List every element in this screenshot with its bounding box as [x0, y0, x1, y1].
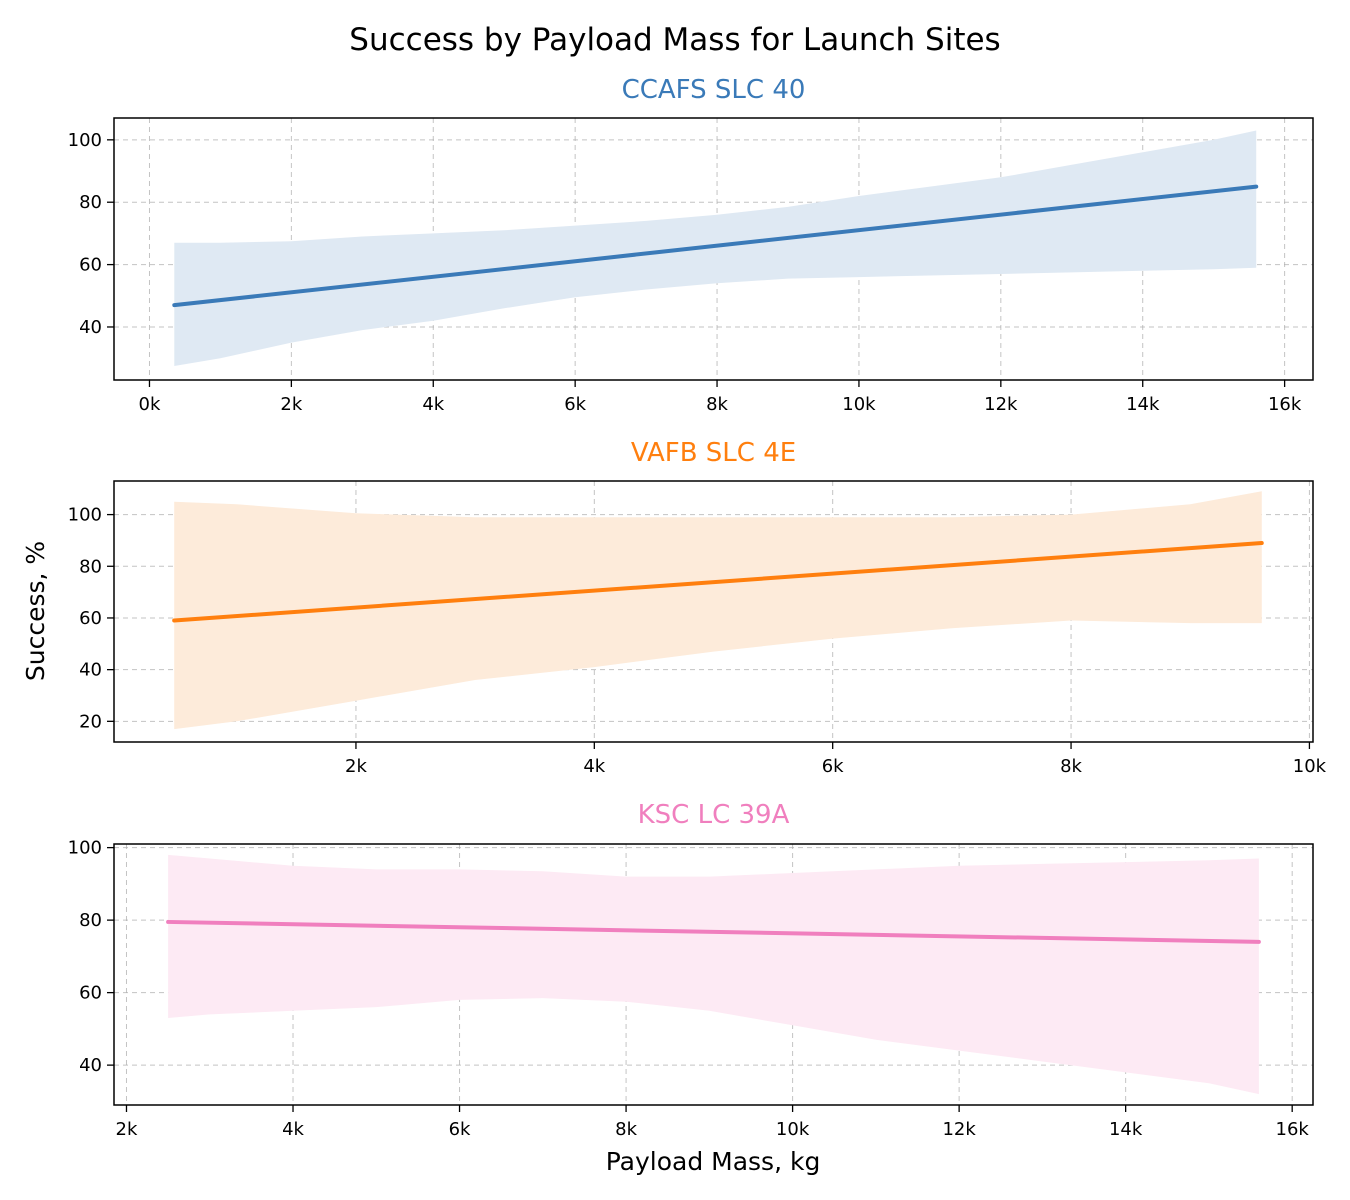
y-tick-label: 40: [79, 1055, 102, 1076]
panel-title: CCAFS SLC 40: [622, 75, 806, 105]
x-tick-label: 8k: [706, 394, 728, 415]
x-tick-label: 14k: [1126, 394, 1160, 415]
x-tick-label: 10k: [776, 1119, 810, 1140]
panel-title: KSC LC 39A: [638, 800, 790, 830]
panel-1: CCAFS SLC 40 0k 2k 4k 6k 8k 10k 12k 14k 16k 40 60 80…: [68, 75, 1314, 415]
panel-2: VAFB SLC 4E 2k 4k 6k 8k 10k 20 40 60 80 100: [68, 438, 1327, 777]
y-tick-label: 100: [68, 505, 102, 526]
x-tick-label: 12k: [942, 1119, 976, 1140]
y-tick-label: 60: [79, 983, 102, 1004]
x-tick-label: 4k: [422, 394, 444, 415]
figure-title: Success by Payload Mass for Launch Sites: [349, 22, 1000, 58]
x-tick-label: 14k: [1109, 1119, 1143, 1140]
x-axis-label: Payload Mass, kg: [606, 1147, 821, 1176]
y-tick-label: 100: [68, 838, 102, 859]
axes-frame: [113, 480, 1314, 743]
regression-line: [166, 919, 1261, 944]
x-tick-label: 12k: [984, 394, 1018, 415]
x-tick-label: 6k: [822, 756, 844, 777]
y-tick-label: 80: [79, 192, 102, 213]
panel-title: VAFB SLC 4E: [631, 438, 796, 468]
x-tick-label: 2k: [280, 394, 302, 415]
y-tick-label: 20: [79, 711, 102, 732]
x-tick-label: 4k: [282, 1119, 304, 1140]
regression-line: [172, 541, 1264, 623]
x-tick-label: 6k: [449, 1119, 471, 1140]
x-tick-label: 16k: [1268, 394, 1302, 415]
confidence-band: [174, 491, 1262, 730]
y-tick-label: 80: [79, 910, 102, 931]
x-tick-label: 10k: [1293, 756, 1327, 777]
y-tick-label: 40: [79, 317, 102, 338]
panels: CCAFS SLC 40 0k 2k 4k 6k 8k 10k 12k 14k 16k 40 60 80…: [68, 75, 1327, 1140]
x-tick-label: 4k: [583, 756, 605, 777]
y-tick-label: 100: [68, 130, 102, 151]
x-tick-label: 8k: [615, 1119, 637, 1140]
x-tick-label: 2k: [345, 756, 367, 777]
y-tick-label: 40: [79, 660, 102, 681]
x-tick-label: 6k: [564, 394, 586, 415]
confidence-band: [174, 130, 1257, 366]
confidence-band: [168, 854, 1259, 1095]
regression-line: [172, 184, 1259, 308]
x-tick-label: 2k: [116, 1119, 138, 1140]
x-tick-label: 8k: [1060, 756, 1082, 777]
y-tick-label: 60: [79, 608, 102, 629]
axes-frame: [113, 843, 1314, 1106]
axes-frame: [113, 117, 1314, 381]
panel-3: KSC LC 39A 2k 4k 6k 8k 10k 12k 14k 16k 40 60 80 100: [68, 800, 1314, 1140]
x-tick-label: 16k: [1276, 1119, 1310, 1140]
y-axis-label: Success, %: [21, 541, 50, 681]
y-tick-label: 80: [79, 556, 102, 577]
y-tick-label: 60: [79, 255, 102, 276]
x-tick-label: 0k: [139, 394, 161, 415]
x-tick-label: 10k: [842, 394, 876, 415]
